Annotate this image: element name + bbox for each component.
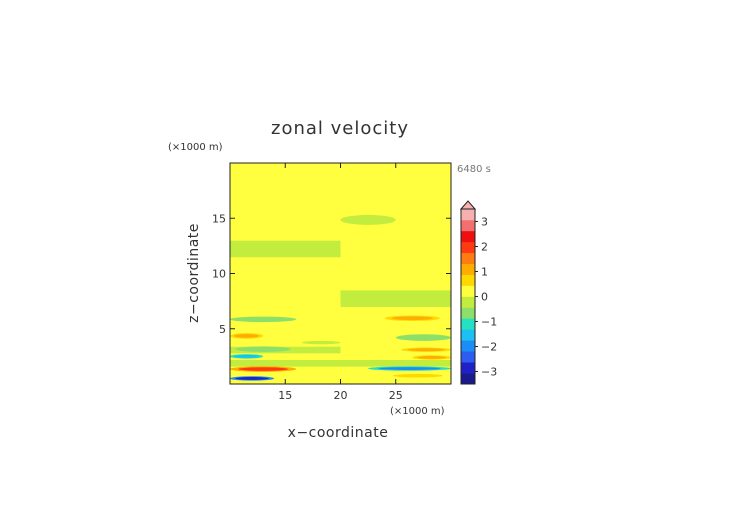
colorbar-swatch-4 (461, 329, 475, 341)
anomaly-9 (407, 348, 445, 352)
y-axis-label: z−coordinate (186, 223, 202, 323)
anomaly-4 (234, 334, 260, 338)
anomaly-7 (392, 373, 443, 378)
plot-area (230, 163, 451, 384)
x-tick-label-20: 20 (334, 389, 348, 402)
band-right-12 (340, 273, 451, 291)
colorbar: 3 2 1 0 −1 −2 −3 (459, 200, 497, 385)
colorbar-swatch-10 (461, 263, 475, 275)
band-left-15 (230, 229, 341, 241)
y-tick-label-10: 10 (212, 268, 226, 281)
band-left-3 (230, 359, 341, 367)
band-right-18 (340, 179, 451, 197)
colorbar-tick-label-2: 2 (481, 241, 488, 254)
band-left-12 (230, 273, 341, 291)
colorbar-extend-arrow (459, 200, 477, 210)
band-left-17 (230, 196, 341, 214)
colorbar-tick-label-3: 3 (481, 216, 488, 229)
y-tick-label-15: 15 (212, 212, 226, 225)
anomaly-8 (417, 356, 447, 359)
colorbar-swatch-13 (461, 230, 475, 243)
colorbar-swatch-8 (461, 285, 475, 297)
anomaly-0 (235, 377, 269, 380)
x-axis: 15 20 25 (278, 163, 403, 402)
band-left-18 (230, 179, 341, 197)
anomaly-11 (391, 316, 434, 321)
colorbar-swatch-7 (461, 296, 475, 308)
band-right-4 (340, 353, 451, 360)
band-right-10 (340, 306, 451, 315)
x-tick-label-15: 15 (278, 389, 292, 402)
x-tick-label-25: 25 (389, 389, 403, 402)
anomaly-1 (238, 367, 289, 371)
colorbar-tick-label--1: −1 (481, 316, 497, 329)
anomaly-3 (242, 347, 284, 351)
band-left-7 (230, 330, 341, 341)
colorbar-swatch-6 (461, 307, 475, 319)
anomaly-5 (238, 317, 289, 322)
band-right-17 (340, 196, 451, 214)
time-label: 6480 s (457, 164, 491, 175)
colorbar-swatch-15 (461, 209, 475, 221)
band-right-19 (340, 163, 451, 180)
x-axis-label: x−coordinate (288, 425, 389, 441)
colorbar-swatch-12 (461, 241, 475, 254)
band-left-10 (230, 306, 341, 315)
band-right-8 (340, 324, 451, 332)
band-right-7 (340, 330, 451, 341)
band-left-6 (230, 339, 341, 347)
colorbar-swatch-9 (461, 274, 475, 286)
band-left-11 (230, 290, 341, 307)
band-left-13 (230, 256, 341, 274)
band-right-15 (340, 229, 451, 241)
colorbar-swatch-2 (461, 351, 475, 363)
band-right-13 (340, 256, 451, 274)
band-right-5 (340, 346, 451, 354)
colorbar-tick-label-0: 0 (481, 291, 488, 304)
anomaly-13 (347, 216, 389, 224)
anomaly-12 (306, 341, 336, 344)
y-unit-label: (×1000 m) (168, 142, 223, 153)
colorbar-swatch-14 (461, 219, 475, 232)
chart-title: zonal velocity (271, 118, 409, 139)
colorbar-tick-label--2: −2 (481, 341, 497, 354)
band-right-6 (340, 339, 451, 347)
band-left-19 (230, 163, 341, 180)
colorbar-tick-label-1: 1 (481, 266, 488, 279)
colorbar-swatch-11 (461, 252, 475, 264)
y-axis: 5 10 15 (212, 212, 451, 336)
band-left-14 (230, 240, 341, 258)
colorbar-swatch-0 (461, 373, 475, 385)
band-left-4 (230, 353, 341, 360)
anomaly-2 (234, 354, 260, 358)
y-tick-label-5: 5 (219, 323, 226, 336)
x-unit-label: (×1000 m) (390, 406, 445, 417)
band-left-16 (230, 212, 341, 230)
anomaly-10 (402, 335, 445, 340)
band-right-3 (340, 359, 451, 367)
band-left-1 (230, 372, 341, 379)
band-left-8 (230, 324, 341, 332)
colorbar-swatch-3 (461, 340, 475, 352)
anomaly-6 (378, 367, 441, 370)
band-right-11 (340, 290, 451, 307)
colorbar-swatch-5 (461, 318, 475, 330)
colorbar-swatch-1 (461, 362, 475, 374)
colorbar-tick-label--3: −3 (481, 366, 497, 379)
band-right-14 (340, 240, 451, 258)
